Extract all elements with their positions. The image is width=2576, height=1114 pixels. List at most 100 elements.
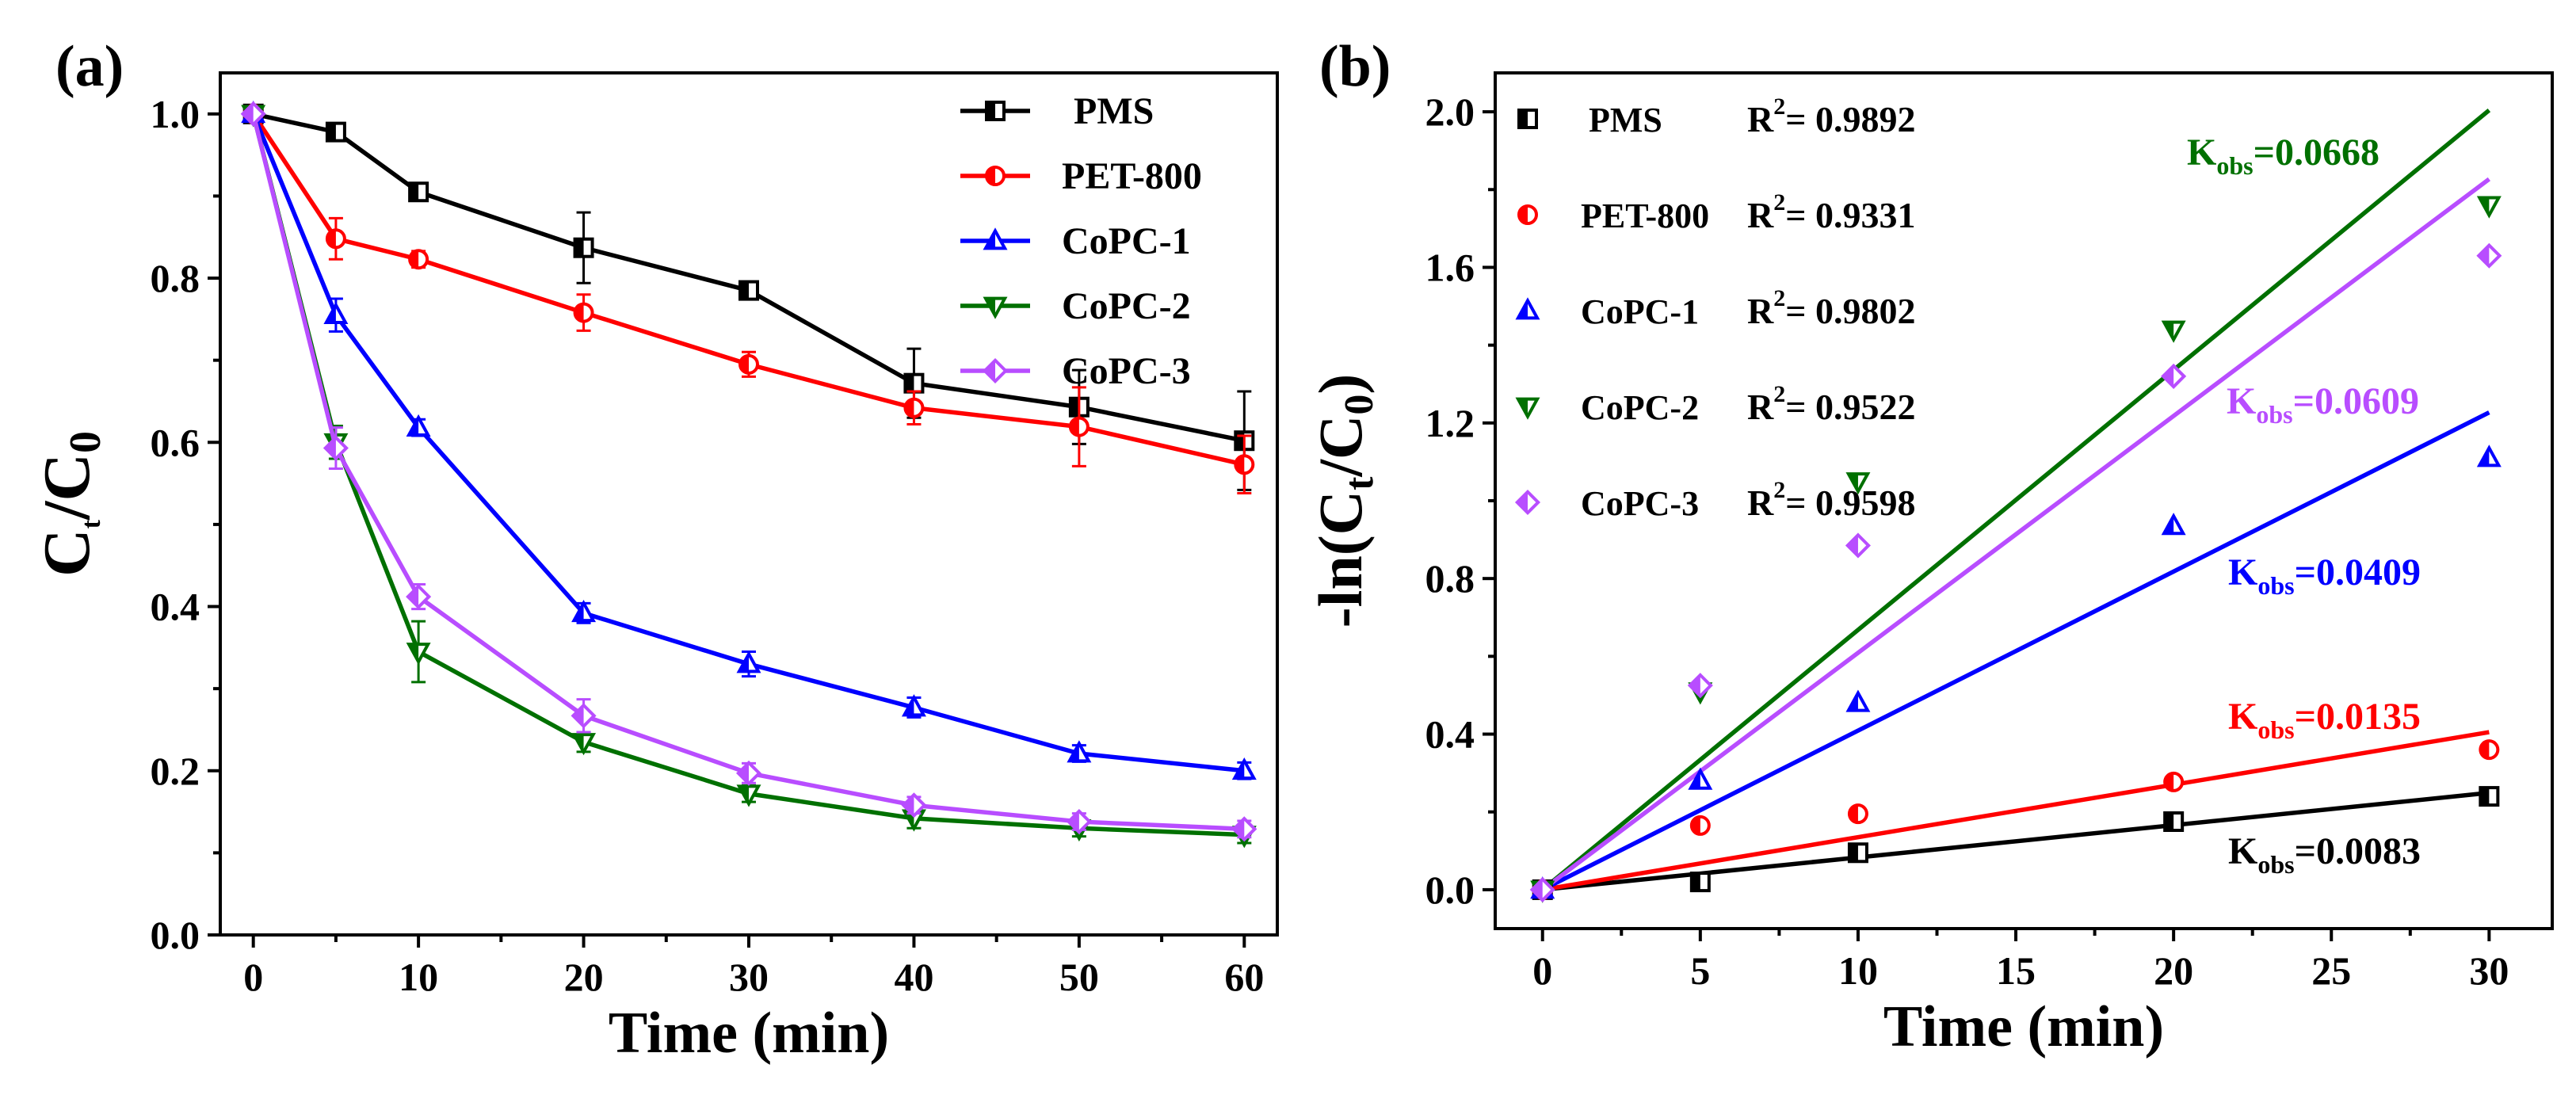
a-legend-marker-fill — [984, 360, 995, 382]
a-series-copc-3-point — [901, 792, 927, 818]
a-series-copc-2-point — [571, 733, 597, 756]
a-series-copc-3-line — [251, 113, 1245, 832]
a-series-copc-1-point-fill — [1069, 743, 1079, 761]
b-series-pms-point — [1847, 842, 1868, 864]
b-series-copc-1-point-fill — [2164, 516, 2174, 534]
a-y-tick-label: 1.0 — [151, 92, 200, 136]
b-legend-marker — [1514, 489, 1541, 516]
a-x-axis-label: Time (min) — [609, 1001, 889, 1066]
a-series-pet-800-line — [251, 113, 1245, 467]
b-legend-marker — [1515, 397, 1540, 420]
a-legend-marker-fill — [985, 298, 995, 316]
b-series-copc-3-point-fill — [2162, 365, 2174, 387]
b-y-tick-label: 1.2 — [1425, 401, 1475, 445]
b-kobs-label-pms: Kobs=0.0083 — [2228, 830, 2421, 879]
a-series-copc-1-point — [1231, 757, 1257, 780]
a-series-copc-3-point-fill — [1068, 811, 1079, 833]
a-series-copc-3-point — [240, 101, 266, 127]
b-series-pms-point-fill — [1691, 873, 1700, 891]
b-series-copc-1-point — [2161, 513, 2186, 536]
b-legend-marker — [1515, 297, 1540, 320]
b-series-copc-3-point — [1845, 532, 1871, 559]
a-series-pet-800-point — [408, 249, 429, 270]
b-legend-r2: R2= 0.9892 — [1747, 93, 1915, 139]
a-series-pms-point-fill — [740, 281, 749, 299]
b-series-copc-3-point-fill — [1847, 535, 1858, 556]
a-legend-item-pms: PMS — [960, 90, 1154, 132]
a-series-copc-1-point-fill — [574, 603, 584, 621]
a-x-tick-label: 40 — [894, 955, 933, 999]
b-series-copc-3-point — [2161, 363, 2187, 389]
a-series-copc-1-point-fill — [738, 654, 749, 672]
a-series-copc-3-point-fill — [407, 586, 419, 608]
a-legend-label: CoPC-2 — [1062, 285, 1191, 327]
b-kobs-label-copc-3: Kobs=0.0609 — [2227, 380, 2419, 429]
a-series-pet-800-point-fill — [740, 355, 749, 373]
a-series-copc-1-point — [901, 694, 926, 717]
b-series-pms-point-fill — [1849, 844, 1858, 862]
a-legend-item-copc-2: CoPC-2 — [960, 285, 1191, 327]
b-legend-marker-fill — [1519, 206, 1528, 223]
a-series-pet-800-point — [325, 228, 346, 250]
a-series-pms-point — [573, 237, 594, 258]
b-kobs-label-copc-1: Kobs=0.0409 — [2228, 551, 2421, 600]
panel-b: (b) 0 5 10 15 20 25 30 0.0 0.4 0.8 1.2 1.6 2.0 Time (… — [1306, 34, 2554, 1059]
panel-a: (a) 0 10 20 30 40 50 60 0.0 0.2 0.4 0.6 0.8 1.0 Time … — [30, 34, 1279, 1066]
a-series-copc-2-point-fill — [409, 644, 419, 662]
b-series-copc-3-point-fill — [1689, 674, 1700, 696]
a-series-pms-point-fill — [574, 238, 584, 257]
a-series-pet-800-point-fill — [574, 303, 584, 322]
a-series-copc-3-point-fill — [1234, 818, 1245, 840]
b-legend-label: CoPC-3 — [1581, 484, 1699, 523]
a-series-pms-point — [903, 372, 925, 394]
a-series-pet-800-point — [738, 353, 759, 375]
b-series-copc-3-point-fill — [2479, 245, 2490, 266]
a-series-pet-800-point — [1068, 416, 1090, 437]
a-series-copc-2-point-fill — [738, 786, 749, 804]
b-legend-item-copc-2: CoPC-2 R2= 0.9522 — [1515, 381, 1915, 427]
panel-b-label: (b) — [1319, 34, 1391, 99]
a-legend-marker — [983, 296, 1008, 319]
a-x-tick-label: 20 — [564, 955, 604, 999]
a-series-pet-800-point — [1234, 454, 1255, 475]
a-series-pet-800-point — [903, 397, 925, 418]
b-series-pms-point — [2479, 786, 2500, 807]
a-x-tick-label: 60 — [1224, 955, 1264, 999]
b-legend-marker-fill — [1517, 399, 1528, 417]
b-series-pms-point — [1689, 872, 1711, 893]
a-series-copc-1-point — [1067, 740, 1092, 763]
a-series-copc-1-point — [571, 600, 597, 623]
a-series-pms-point — [325, 121, 346, 143]
a-y-tick-label: 0.8 — [151, 256, 200, 300]
b-x-tick-label: 5 — [1690, 948, 1710, 993]
b-fit-line-pet-800 — [1542, 730, 2490, 892]
b-legend-item-pms: PMS R2= 0.9892 — [1517, 93, 1915, 139]
a-y-tick-label: 0.2 — [151, 749, 200, 793]
b-y-tick-label: 1.6 — [1425, 245, 1475, 289]
b-legend-label: PMS — [1589, 101, 1662, 139]
a-series-copc-3-point — [1231, 816, 1257, 842]
b-series-copc-1-point — [1845, 689, 1871, 712]
a-x-tick-label: 0 — [243, 955, 263, 999]
b-legend-item-copc-3: CoPC-3 R2= 0.9598 — [1514, 477, 1915, 523]
a-series-copc-3-point — [571, 703, 597, 729]
b-series-copc-3-point — [1687, 673, 1713, 699]
a-series-copc-3-point — [735, 760, 762, 786]
b-legend-marker-fill — [1517, 300, 1528, 319]
a-legend: PMS PET-800 CoPC-1 CoPC-2 CoPC-3 — [960, 90, 1202, 392]
b-fit-line-copc-1 — [1541, 410, 2490, 892]
a-legend-marker — [983, 227, 1008, 250]
b-fit-line-copc-2 — [1540, 109, 2491, 892]
a-series-pms-line — [253, 112, 1245, 443]
b-legend: PMS R2= 0.9892 PET-800 R2= 0.9331 CoPC-1 R2= … — [1514, 93, 1915, 523]
a-legend-label: CoPC-3 — [1062, 350, 1191, 392]
a-y-tick-label: 0.0 — [151, 913, 200, 957]
b-legend-r2: R2= 0.9598 — [1747, 477, 1915, 523]
b-series-pet-800-point-fill — [1691, 816, 1700, 834]
b-legend-item-copc-1: CoPC-1 R2= 0.9802 — [1515, 285, 1915, 331]
a-series-copc-3-point — [322, 435, 349, 461]
a-series-copc-3-point — [1066, 808, 1092, 835]
a-series-copc-1-point-fill — [904, 697, 914, 715]
b-series-pet-800-point — [2479, 739, 2500, 761]
